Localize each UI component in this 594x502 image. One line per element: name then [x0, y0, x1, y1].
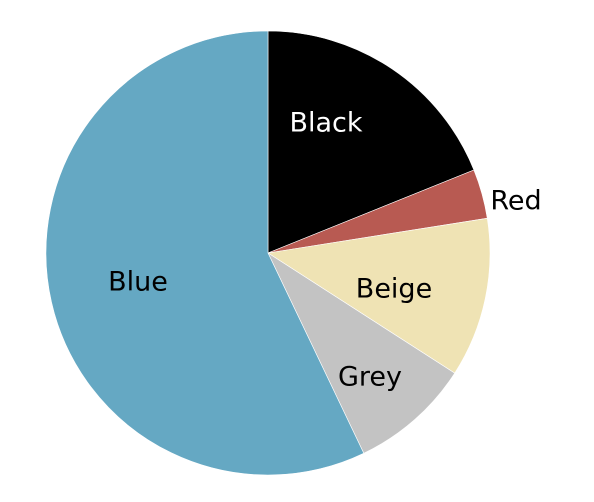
pie-label-black: Black [289, 108, 362, 139]
pie-slice-blue [45, 30, 365, 476]
pie-slices [45, 30, 491, 476]
pie-slice-grey [267, 252, 456, 454]
pie-label-red: Red [490, 186, 541, 217]
pie-label-blue: Blue [108, 267, 168, 298]
pie-slice-beige [267, 217, 491, 374]
pie-slice-black [267, 30, 475, 254]
pie-label-grey: Grey [338, 362, 402, 393]
pie-labels: Black Red Beige Grey Blue [108, 108, 542, 393]
pie-label-beige: Beige [356, 274, 432, 305]
